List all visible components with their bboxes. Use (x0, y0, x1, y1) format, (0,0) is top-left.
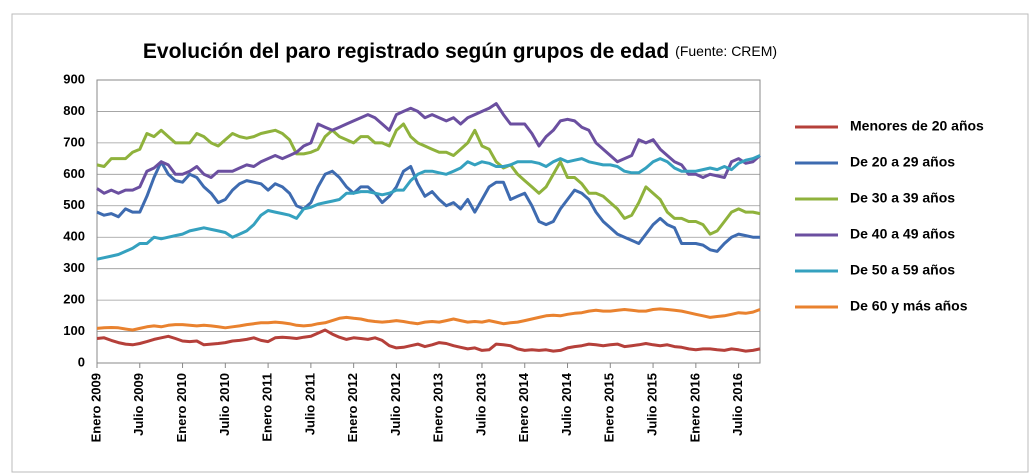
x-tick-label: Julio 2012 (388, 373, 403, 436)
legend-label: Menores de 20 años (850, 118, 984, 134)
chart-title-group: Evolución del paro registrado según grup… (143, 40, 777, 63)
x-tick-label: Julio 2016 (730, 373, 745, 436)
series-line (96, 160, 760, 253)
series-line (96, 122, 761, 236)
legend-label: De 60 y más años (850, 298, 968, 314)
chart-title: Evolución del paro registrado según grup… (143, 40, 669, 63)
y-tick-label: 0 (78, 354, 85, 369)
x-tick-label: Julio 2014 (559, 372, 574, 436)
x-tick-label: Julio 2013 (473, 373, 488, 436)
y-tick-label: 200 (63, 292, 85, 307)
x-tick-label: Enero 2009 (88, 373, 103, 442)
legend-label: De 20 a 29 años (850, 154, 955, 170)
y-tick-label: 400 (63, 229, 85, 244)
x-tick-label: Julio 2009 (131, 373, 146, 436)
series-line (96, 307, 761, 332)
x-tick-label: Enero 2012 (345, 373, 360, 442)
x-tick-label: Enero 2013 (431, 373, 446, 442)
x-tick-label: Enero 2016 (687, 373, 702, 442)
series-line (96, 154, 761, 261)
x-tick-label: Enero 2011 (260, 373, 275, 442)
plot-border (96, 79, 761, 364)
x-tick-label: Enero 2015 (602, 373, 617, 442)
series-line (96, 102, 761, 195)
x-tick-label: Julio 2010 (217, 373, 232, 436)
series-line (96, 328, 761, 353)
y-tick-label: 900 (63, 71, 85, 86)
chart-subtitle: (Fuente: CREM) (675, 43, 777, 59)
legend-label: De 50 a 59 años (850, 262, 955, 278)
y-tick-label: 700 (63, 134, 85, 149)
y-tick-label: 100 (63, 323, 85, 338)
y-tick-label: 600 (63, 166, 85, 181)
x-tick-label: Julio 2015 (645, 373, 660, 436)
x-tick-label: Enero 2010 (174, 373, 189, 442)
legend-label: De 30 a 39 años (850, 190, 955, 206)
x-tick-label: Julio 2011 (302, 373, 317, 435)
y-tick-label: 800 (63, 103, 85, 118)
y-tick-label: 300 (63, 260, 85, 275)
y-tick-label: 500 (63, 197, 85, 212)
legend-label: De 40 a 49 años (850, 226, 955, 242)
x-tick-label: Enero 2014 (516, 372, 531, 442)
chart-frame (11, 13, 1029, 473)
